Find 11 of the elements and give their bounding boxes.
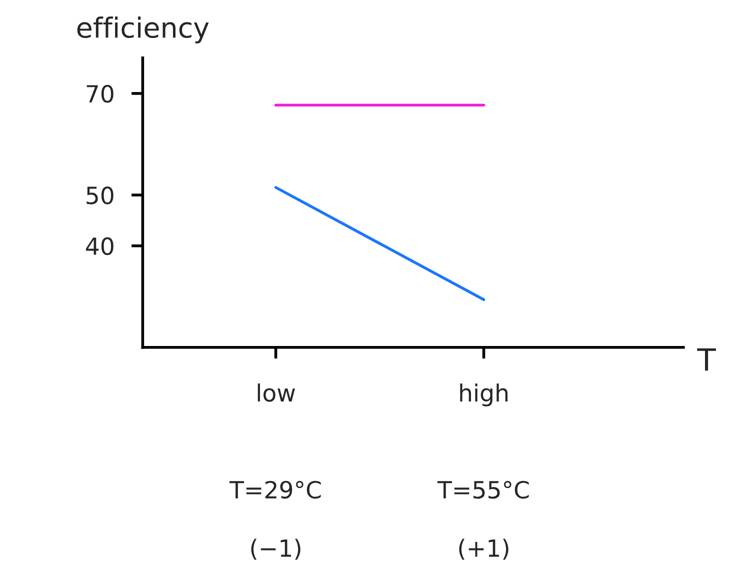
y-axis-title: efficiency — [77, 16, 209, 44]
text: (+1) — [459, 538, 508, 560]
x-tick-label: high — [460, 384, 508, 406]
y-tick-label: 70 — [86, 84, 114, 103]
y-tick-label: 50 — [86, 186, 114, 204]
x-tick-label: low — [258, 384, 295, 402]
y-tick-label: 40 — [86, 237, 114, 256]
x-axis-title: T — [697, 348, 716, 371]
text: T=55°C — [437, 480, 529, 499]
text: (−1) — [251, 538, 300, 560]
text: T=29°C — [229, 480, 321, 499]
